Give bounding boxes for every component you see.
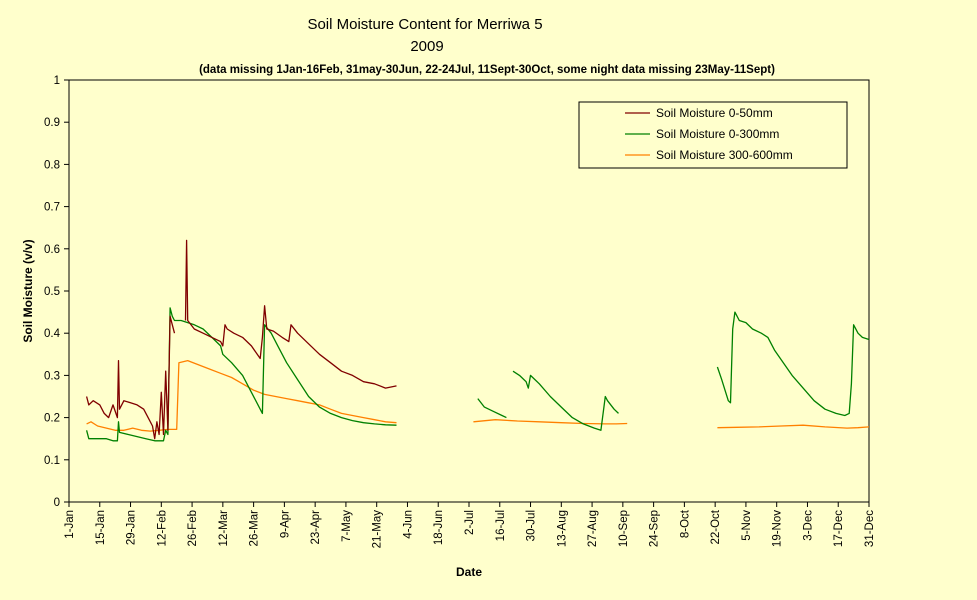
x-tick-label: 27-Aug [587,510,599,547]
y-tick-label: 0.6 [44,244,60,256]
x-tick-label: 2-Jul [464,510,476,535]
x-tick-label: 8-Oct [679,509,691,538]
series-line-300-600mm [717,424,870,429]
legend: Soil Moisture 0-50mm Soil Moisture 0-300… [578,101,848,169]
x-tick-label: 3-Dec [802,510,814,541]
chart-note: (data missing 1Jan-16Feb, 31may-30Jun, 2… [199,64,775,76]
y-tick-label: 1 [54,75,60,87]
y-tick-label: 0.7 [44,202,60,214]
x-tick-label: 26-Feb [187,510,199,546]
x-tick-label: 29-Jan [126,510,138,545]
y-tick-label: 0.3 [44,370,60,382]
y-tick-label: 0.8 [44,159,60,171]
y-tick-label: 0.4 [44,328,61,340]
legend-box [578,101,848,169]
x-tick-label: 26-Mar [249,510,261,547]
x-tick-label: 10-Sep [618,510,630,547]
y-tick-label: 0.1 [44,455,60,467]
x-tick-label: 19-Nov [772,510,784,547]
series-line-0-300mm [477,398,507,419]
x-tick-label: 12-Mar [218,510,230,547]
y-tick-label: 0 [54,497,60,509]
legend-label-300-600mm: Soil Moisture 300-600mm [656,148,793,162]
x-tick-label: 31-Dec [864,510,876,547]
x-tick-label: 17-Dec [833,510,845,547]
series-line-300-600mm [86,359,397,432]
y-axis: 0 0.1 0.2 0.3 0.4 0.5 0.6 0.7 0.8 0.9 1 [44,75,69,509]
x-tick-label: 16-Jul [495,510,507,541]
x-tick-label: 4-Jun [402,510,414,539]
x-tick-label: 23-Apr [310,510,322,545]
x-tick-label: 15-Jan [95,510,107,545]
series-line-0-300mm [716,311,870,417]
x-tick-label: 22-Oct [710,509,722,544]
series-layer [85,239,870,442]
x-tick-label: 9-Apr [279,510,291,538]
y-tick-label: 0.2 [44,413,60,425]
legend-label-0-50mm: Soil Moisture 0-50mm [656,106,773,120]
x-tick-label: 21-May [372,510,384,549]
series-line-0-50mm [85,315,176,440]
x-tick-label: 13-Aug [556,510,568,547]
series-line-300-600mm [473,419,628,425]
x-tick-label: 24-Sep [649,510,661,547]
y-tick-label: 0.5 [44,286,60,298]
x-tick-label: 1-Jan [64,510,76,539]
y-axis-title: Soil Moisture (v/v) [21,239,35,342]
x-tick-label: 30-Jul [526,510,538,541]
x-axis-title: Date [456,565,482,579]
series-line-0-300mm [512,370,619,431]
series-line-0-300mm [85,307,397,442]
x-tick-label: 12-Feb [156,510,168,546]
x-axis: 1-Jan 15-Jan 29-Jan 12-Feb 26-Feb 12-Mar 26-Ma… [64,502,876,548]
x-tick-label: 18-Jun [433,510,445,545]
y-tick-label: 0.9 [44,117,60,129]
chart-subtitle: 2009 [410,38,443,55]
chart-title: Soil Moisture Content for Merriwa 5 [307,16,542,33]
series-line-0-50mm [184,239,397,389]
x-tick-label: 5-Nov [741,510,753,541]
legend-label-0-300mm: Soil Moisture 0-300mm [656,127,779,141]
x-tick-label: 7-May [341,510,353,542]
